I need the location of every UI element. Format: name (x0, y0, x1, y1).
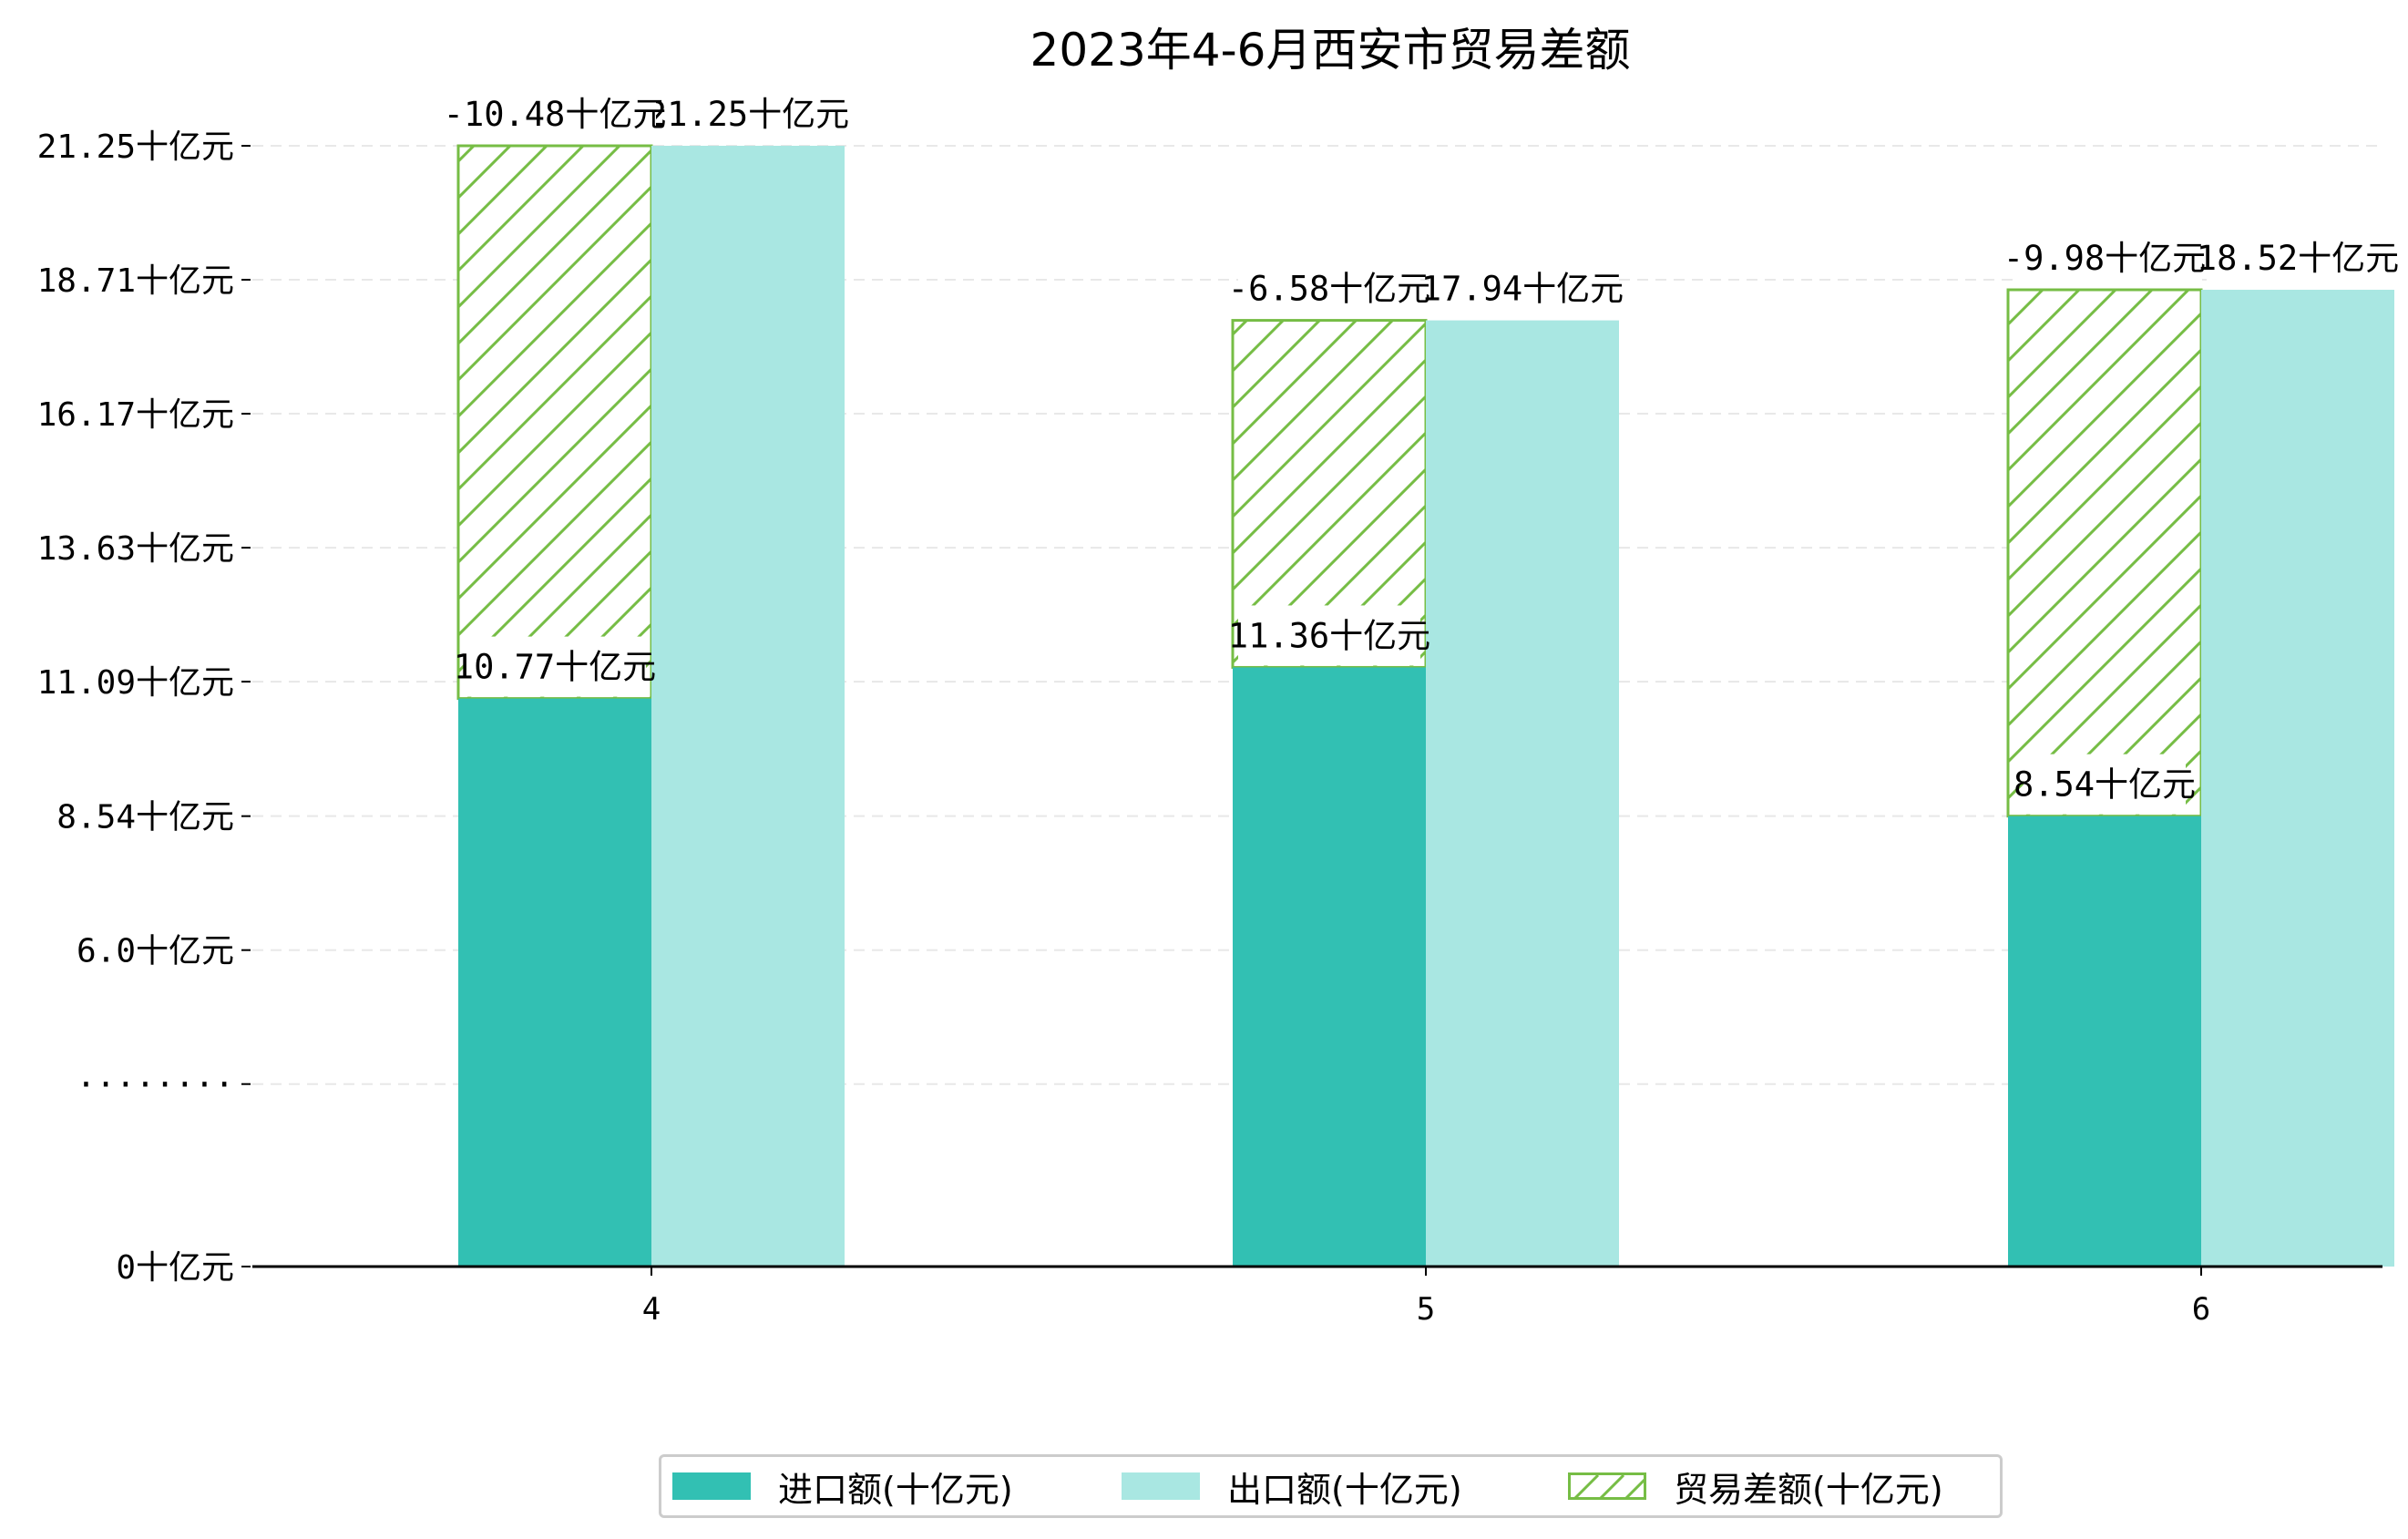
legend-label-balance: 贸易差额(十亿元) (1674, 1469, 1943, 1510)
bar-import (458, 698, 651, 1267)
x-tick-label: 5 (1417, 1291, 1435, 1328)
data-label-balance: -9.98十亿元 (2003, 239, 2206, 278)
data-label-import: 11.36十亿元 (1228, 616, 1430, 655)
data-label-import-bg (464, 636, 646, 697)
data-label-import-bg (2024, 754, 2186, 815)
y-tick-label: 11.09十亿元 (37, 664, 234, 702)
data-label-balance-bg (454, 84, 656, 144)
legend-swatch-balance (1568, 1472, 1646, 1500)
axes: 0十亿元 ········ 6.0十亿元 8.54十亿元 11.09十亿元 13.63十亿… (37, 128, 2382, 1328)
bar-balance (2006, 288, 2203, 818)
legend-swatch-import (672, 1472, 751, 1500)
bar-import (2008, 816, 2201, 1267)
x-tick-label: 4 (642, 1291, 661, 1328)
bar-export (651, 146, 845, 1267)
data-label-export: 18.52十亿元 (2197, 239, 2399, 278)
data-label-export: 17.94十亿元 (1421, 270, 1624, 309)
data-label-export-bg (657, 84, 839, 144)
y-tick-label: 0十亿元 (116, 1249, 234, 1287)
x-tick-label: 6 (2192, 1291, 2210, 1328)
data-label-balance-bg (2013, 228, 2196, 289)
bar-import (1233, 667, 1426, 1267)
data-label-export-bg (2207, 228, 2389, 289)
legend-swatch-export (1122, 1472, 1200, 1500)
bars (456, 144, 2394, 1267)
bar-export (1426, 320, 1619, 1267)
data-label-import-bg (1238, 605, 1420, 666)
y-tick-label: 21.25十亿元 (37, 128, 234, 166)
bar-export (2201, 290, 2394, 1267)
data-label-balance: -10.48十亿元 (444, 95, 667, 134)
y-tick-label: 18.71十亿元 (37, 262, 234, 300)
bar-balance (456, 144, 653, 701)
legend-label-export: 出口额(十亿元) (1227, 1469, 1462, 1510)
y-tick-label: ········ (77, 1067, 234, 1104)
legend-item-import: 进口额(十亿元) (672, 1457, 1013, 1515)
data-label-export-bg (1431, 258, 1614, 319)
legend-label-import: 进口额(十亿元) (778, 1469, 1013, 1510)
legend-item-balance: 贸易差额(十亿元) (1568, 1457, 1943, 1515)
chart-title: 2023年4-6月西安市贸易差额 (1030, 24, 1631, 77)
y-tick-label: 6.0十亿元 (77, 933, 234, 970)
y-tick-label: 13.63十亿元 (37, 530, 234, 568)
y-tick-label: 16.17十亿元 (37, 396, 234, 434)
chart-legend: 进口额(十亿元) 出口额(十亿元) 贸易差额(十亿元) (659, 1454, 2003, 1518)
y-tick-label: 8.54十亿元 (56, 799, 234, 836)
legend-item-export: 出口额(十亿元) (1122, 1457, 1462, 1515)
data-label-import: 8.54十亿元 (2013, 765, 2196, 805)
data-label-balance: -6.58十亿元 (1228, 270, 1430, 309)
data-labels: 21.25十亿元-10.48十亿元 10.77十亿元 17.94十亿元-6.58十亿… (444, 84, 2399, 815)
data-label-balance-bg (1238, 258, 1420, 319)
data-label-import: 10.77十亿元 (454, 648, 656, 687)
data-label-export: 21.25十亿元 (647, 95, 849, 134)
